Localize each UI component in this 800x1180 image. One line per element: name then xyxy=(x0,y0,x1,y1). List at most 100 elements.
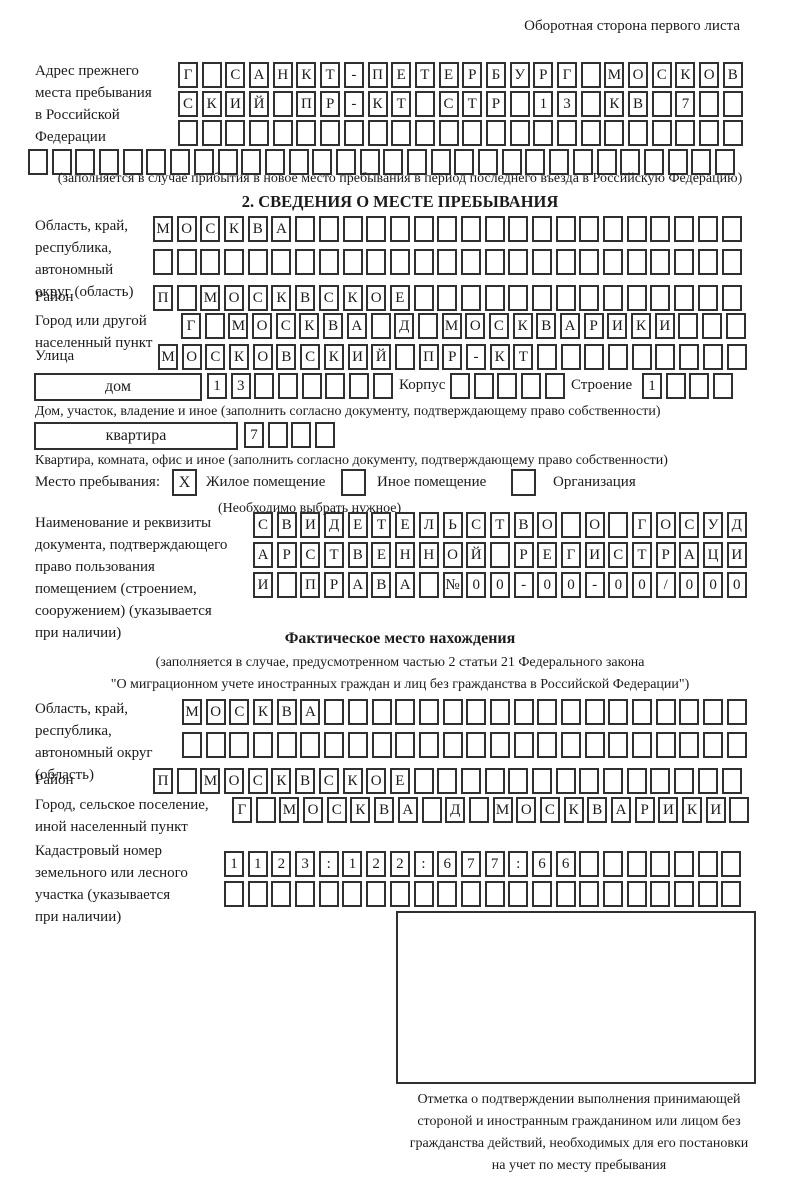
char-cell xyxy=(342,881,363,907)
char-cell xyxy=(418,732,439,758)
char-cell xyxy=(674,285,695,311)
char-cell: К xyxy=(224,216,245,242)
char-cell: О xyxy=(252,344,273,370)
document-label: Наименование и реквизиты документа, подт… xyxy=(35,512,227,644)
char-cell: В xyxy=(295,285,316,311)
char-cell xyxy=(389,216,410,242)
char-cell: О xyxy=(224,768,245,794)
char-cell: Г xyxy=(557,62,577,88)
char-cell: Т xyxy=(632,542,652,568)
char-cell xyxy=(650,249,671,275)
char-cell: С xyxy=(275,313,296,339)
char-cell xyxy=(555,768,576,794)
char-cell: Т xyxy=(462,91,483,117)
char-cell xyxy=(413,249,434,275)
char-cell xyxy=(437,768,458,794)
prev-address-row-4 xyxy=(28,149,735,175)
char-cell: А xyxy=(611,797,631,823)
label-line: Город, сельское поселение, xyxy=(35,797,209,813)
char-cell: Т xyxy=(371,512,392,538)
char-cell xyxy=(241,149,262,175)
char-cell xyxy=(335,149,356,175)
char-cell: 2 xyxy=(389,851,410,877)
char-cell xyxy=(650,851,671,877)
char-cell: Р xyxy=(634,797,655,823)
char-cell: А xyxy=(300,699,321,725)
actual-location-title: Фактическое место нахождения xyxy=(284,630,516,647)
char-cell xyxy=(721,881,742,907)
char-cell xyxy=(312,149,333,175)
char-cell xyxy=(176,285,197,311)
char-cell: М xyxy=(441,313,462,339)
char-cell: А xyxy=(271,216,292,242)
char-cell xyxy=(288,149,309,175)
char-cell xyxy=(413,881,434,907)
char-cell: К xyxy=(367,91,388,117)
char-cell: Н xyxy=(272,62,293,88)
char-cell xyxy=(678,313,699,339)
char-cell xyxy=(296,120,317,146)
char-cell: Р xyxy=(442,344,463,370)
stamp-caption-line: стороной и иностранным гражданином или л… xyxy=(417,1114,741,1129)
char-cell xyxy=(153,249,173,275)
actual-city-label: Город, сельское поселение, иной населенн… xyxy=(35,794,209,838)
char-cell xyxy=(325,373,346,399)
char-cell xyxy=(450,373,470,399)
char-cell xyxy=(674,851,695,877)
char-cell: Й xyxy=(249,91,270,117)
char-cell xyxy=(525,149,546,175)
char-cell: П xyxy=(296,91,317,117)
char-cell xyxy=(689,373,710,399)
char-cell: Е xyxy=(389,768,410,794)
stay-type-checkbox-organization[interactable] xyxy=(511,469,536,496)
char-cell: В xyxy=(374,797,395,823)
stay-type-checkbox-other[interactable] xyxy=(341,469,366,496)
char-cell: 0 xyxy=(726,572,747,598)
char-cell: С xyxy=(247,768,268,794)
char-cell: А xyxy=(346,313,367,339)
char-cell xyxy=(722,120,743,146)
char-cell: № xyxy=(442,572,463,598)
char-cell xyxy=(437,881,458,907)
char-cell: Г xyxy=(232,797,252,823)
stay-type-checkbox-residential[interactable]: X xyxy=(172,469,197,496)
char-cell xyxy=(699,91,720,117)
char-cell: М xyxy=(228,313,249,339)
char-cell xyxy=(580,120,601,146)
char-cell xyxy=(295,881,316,907)
actual-location-caption-2: "О миграционном учете иностранных гражда… xyxy=(110,677,690,692)
char-cell xyxy=(407,149,427,175)
char-cell xyxy=(697,881,718,907)
char-cell: В xyxy=(371,572,392,598)
char-cell: В xyxy=(347,542,368,568)
char-cell xyxy=(650,285,671,311)
char-cell xyxy=(430,149,451,175)
char-cell xyxy=(301,373,322,399)
char-cell: К xyxy=(296,62,317,88)
char-cell: О xyxy=(181,344,202,370)
char-cell xyxy=(414,91,435,117)
label-line: Город или другой xyxy=(35,313,147,329)
char-cell xyxy=(99,149,120,175)
char-cell xyxy=(418,572,439,598)
char-cell xyxy=(626,881,647,907)
char-cell xyxy=(366,881,387,907)
char-cell xyxy=(454,149,475,175)
char-cell xyxy=(626,216,647,242)
char-cell: О xyxy=(442,542,463,568)
char-cell xyxy=(584,699,605,725)
char-cell: С xyxy=(205,344,226,370)
char-cell xyxy=(473,373,494,399)
char-cell xyxy=(295,249,316,275)
char-cell xyxy=(276,732,297,758)
label-line: автономный xyxy=(35,262,114,278)
char-cell xyxy=(655,344,676,370)
char-cell: А xyxy=(395,572,416,598)
char-cell xyxy=(726,344,747,370)
char-cell: С xyxy=(247,285,268,311)
char-cell xyxy=(272,120,293,146)
char-cell xyxy=(466,699,487,725)
char-cell: И xyxy=(726,542,747,568)
